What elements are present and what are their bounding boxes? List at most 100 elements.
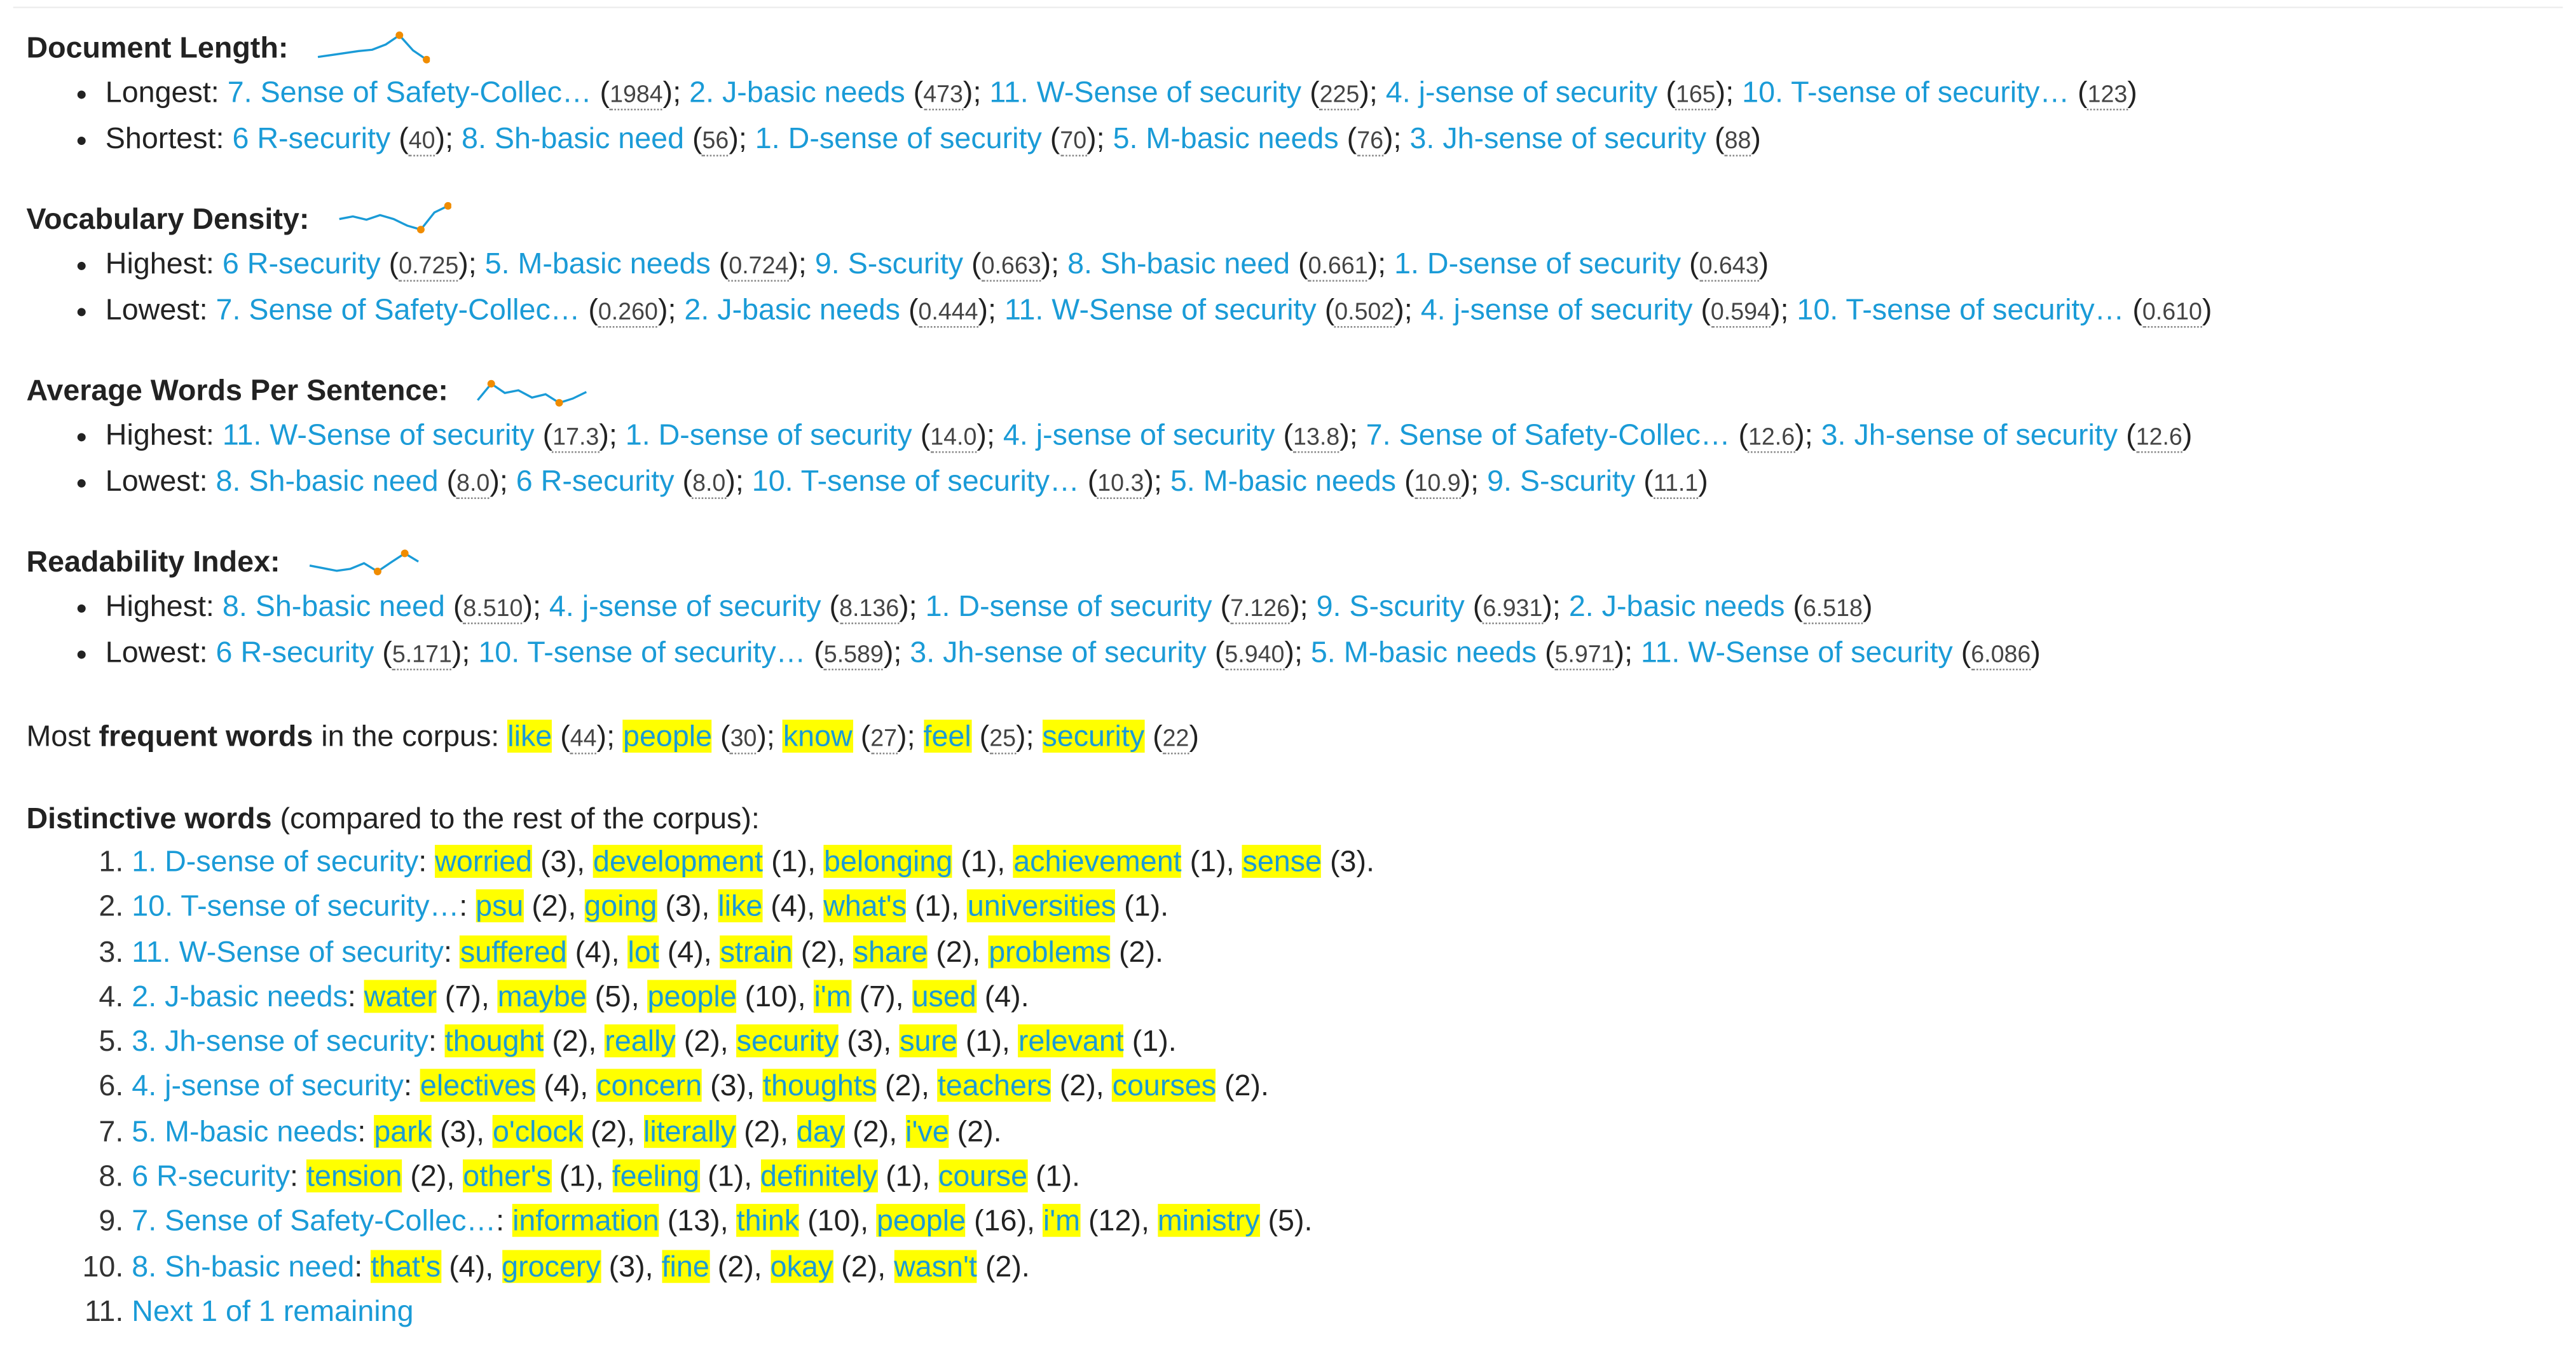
distinctive-word-link[interactable]: day [797,1114,845,1148]
document-link[interactable]: 11. W-Sense of security [989,76,1302,109]
document-link[interactable]: 10. T-sense of security… [1797,293,2125,326]
distinctive-word-link[interactable]: belonging [824,845,953,878]
distinctive-word-link[interactable]: literally [643,1114,736,1148]
distinctive-word-link[interactable]: ministry [1157,1204,1260,1238]
document-link[interactable]: 4. j-sense of security [132,1069,404,1103]
document-link[interactable]: 5. M-basic needs [1310,636,1537,669]
distinctive-word-link[interactable]: development [593,845,764,878]
distinctive-word-link[interactable]: thought [444,1024,544,1058]
document-link[interactable]: 5. M-basic needs [1113,121,1339,155]
distinctive-word-link[interactable]: going [584,889,657,923]
distinctive-word-link[interactable]: what's [823,889,907,923]
distinctive-word-link[interactable]: i'm [814,980,851,1013]
document-link[interactable]: 10. T-sense of security… [751,464,1079,498]
document-link[interactable]: 8. Sh-basic need [462,121,685,155]
frequent-word-link[interactable]: security [1042,720,1145,753]
distinctive-word-link[interactable]: information [512,1204,659,1238]
document-link[interactable]: 10. T-sense of security… [478,636,806,669]
distinctive-word-link[interactable]: course [938,1159,1028,1193]
document-link[interactable]: 4. j-sense of security [1420,293,1693,326]
document-link[interactable]: 3. Jh-sense of security [1409,121,1707,155]
distinctive-word-link[interactable]: share [853,934,928,968]
frequent-word-link[interactable]: feel [923,720,971,753]
document-link[interactable]: 7. Sense of Safety-Collec… [132,1204,497,1238]
distinctive-word-link[interactable]: definitely [760,1159,878,1193]
distinctive-word-link[interactable]: lot [627,934,659,968]
distinctive-word-link[interactable]: i've [905,1114,949,1148]
document-link[interactable]: 3. Jh-sense of security [132,1024,428,1058]
document-link[interactable]: 2. J-basic needs [1568,589,1785,623]
document-link[interactable]: 8. Sh-basic need [216,464,439,498]
distinctive-word-link[interactable]: people [876,1204,966,1238]
next-remaining-link[interactable]: Next 1 of 1 remaining [132,1294,414,1328]
distinctive-word-link[interactable]: think [736,1204,800,1238]
document-link[interactable]: 11. W-Sense of security [1004,293,1317,326]
document-link[interactable]: 4. j-sense of security [1385,76,1658,109]
distinctive-word-link[interactable]: people [647,980,737,1013]
distinctive-word-link[interactable]: sense [1242,845,1322,878]
document-link[interactable]: 6 R-security [216,636,374,669]
document-link[interactable]: 9. S-scurity [1487,464,1636,498]
frequent-word-link[interactable]: people [623,720,713,753]
frequent-word-link[interactable]: like [507,720,552,753]
document-link[interactable]: 5. M-basic needs [1170,464,1396,498]
document-link[interactable]: 7. Sense of Safety-Collec… [216,293,580,326]
distinctive-word-link[interactable]: psu [476,889,524,923]
distinctive-word-link[interactable]: feeling [612,1159,700,1193]
document-link[interactable]: 6 R-security [222,247,381,280]
document-link[interactable]: 1. D-sense of security [625,418,912,451]
document-link[interactable]: 11. W-Sense of security [222,418,535,451]
distinctive-word-link[interactable]: electives [420,1069,536,1103]
document-link[interactable]: 6 R-security [132,1159,291,1193]
document-link[interactable]: 3. Jh-sense of security [1821,418,2118,451]
distinctive-word-link[interactable]: park [374,1114,432,1148]
document-link[interactable]: 4. j-sense of security [1003,418,1275,451]
document-link[interactable]: 11. W-Sense of security [132,934,444,968]
distinctive-word-link[interactable]: worried [435,845,533,878]
distinctive-word-link[interactable]: thoughts [763,1069,877,1103]
document-link[interactable]: 7. Sense of Safety-Collec… [227,76,592,109]
document-link[interactable]: 8. Sh-basic need [1067,247,1291,280]
document-link[interactable]: 11. W-Sense of security [1641,636,1953,669]
distinctive-word-link[interactable]: o'clock [492,1114,583,1148]
document-link[interactable]: 9. S-scurity [814,247,964,280]
distinctive-word-link[interactable]: okay [770,1249,833,1283]
distinctive-word-link[interactable]: suffered [460,934,567,968]
distinctive-word-link[interactable]: that's [371,1249,441,1283]
document-link[interactable]: 1. D-sense of security [1394,247,1682,280]
distinctive-word-link[interactable]: relevant [1018,1024,1124,1058]
distinctive-word-link[interactable]: other's [463,1159,551,1193]
distinctive-word-link[interactable]: wasn't [894,1249,977,1283]
document-link[interactable]: 9. S-scurity [1316,589,1465,623]
document-link[interactable]: 5. M-basic needs [484,247,711,280]
distinctive-word-link[interactable]: security [736,1024,839,1058]
document-link[interactable]: 7. Sense of Safety-Collec… [1366,418,1730,451]
distinctive-word-link[interactable]: sure [900,1024,957,1058]
document-link[interactable]: 1. D-sense of security [132,845,419,878]
document-link[interactable]: 8. Sh-basic need [222,589,445,623]
distinctive-word-link[interactable]: strain [720,934,793,968]
document-link[interactable]: 4. j-sense of security [549,589,821,623]
distinctive-word-link[interactable]: maybe [497,980,587,1013]
frequent-word-link[interactable]: know [783,720,853,753]
distinctive-word-link[interactable]: fine [661,1249,709,1283]
document-link[interactable]: 6 R-security [516,464,675,498]
document-link[interactable]: 8. Sh-basic need [132,1249,355,1283]
document-link[interactable]: 5. M-basic needs [132,1114,358,1148]
document-link[interactable]: 2. J-basic needs [684,293,900,326]
distinctive-word-link[interactable]: universities [967,889,1116,923]
document-link[interactable]: 3. Jh-sense of security [910,636,1207,669]
distinctive-word-link[interactable]: concern [596,1069,702,1103]
distinctive-word-link[interactable]: tension [306,1159,402,1193]
distinctive-word-link[interactable]: really [605,1024,676,1058]
document-link[interactable]: 10. T-sense of security… [132,889,460,923]
document-link[interactable]: 6 R-security [232,121,391,155]
document-link[interactable]: 1. D-sense of security [755,121,1042,155]
distinctive-word-link[interactable]: like [718,889,763,923]
distinctive-word-link[interactable]: problems [989,934,1111,968]
distinctive-word-link[interactable]: teachers [937,1069,1052,1103]
document-link[interactable]: 2. J-basic needs [132,980,348,1013]
document-link[interactable]: 10. T-sense of security… [1742,76,2070,109]
distinctive-word-link[interactable]: water [364,980,437,1013]
distinctive-word-link[interactable]: achievement [1013,845,1182,878]
